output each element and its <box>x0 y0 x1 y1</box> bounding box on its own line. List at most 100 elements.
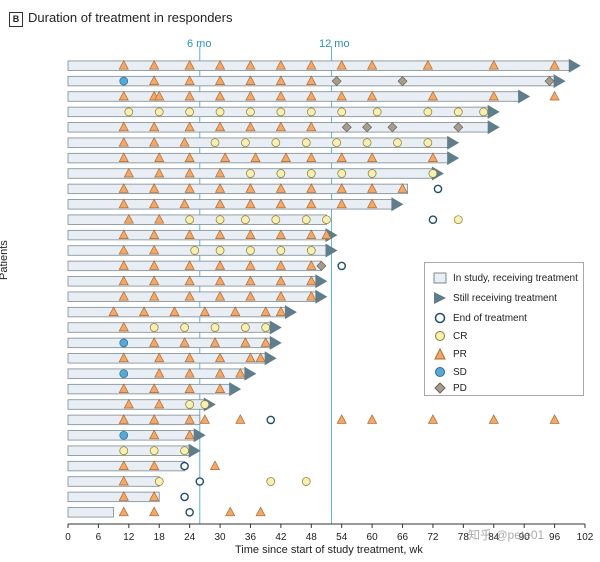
cr-marker <box>322 215 331 225</box>
cr-marker <box>154 477 164 486</box>
pr-marker <box>336 198 347 209</box>
pr-marker <box>245 352 256 363</box>
pr-marker <box>336 152 347 162</box>
pr-marker <box>280 152 292 162</box>
cr-marker <box>367 169 377 178</box>
pr-marker <box>118 244 129 255</box>
pr-marker <box>367 183 378 193</box>
pr-marker <box>367 59 378 70</box>
end-of-treatment-marker <box>337 261 347 271</box>
pr-marker <box>184 352 195 363</box>
end-of-treatment-marker <box>428 215 438 224</box>
pr-marker <box>118 321 129 332</box>
patient-bar-12 <box>67 229 327 241</box>
pr-marker <box>149 121 160 132</box>
ref-label-12mo: 12 mo <box>319 38 350 50</box>
x-tick-label: 102 <box>577 532 594 543</box>
pr-marker <box>245 198 256 209</box>
pr-marker <box>214 167 226 178</box>
pr-marker <box>149 414 160 424</box>
pr-marker <box>427 90 439 101</box>
pr-marker <box>306 275 317 286</box>
pr-marker <box>118 475 129 486</box>
pr-marker <box>488 414 499 424</box>
pr-marker <box>118 506 129 517</box>
pd-marker <box>397 76 408 87</box>
legend-pd-icon <box>434 382 446 394</box>
legend-bar-icon <box>433 272 447 284</box>
pr-marker <box>275 275 286 286</box>
patient-bar-30 <box>67 507 115 518</box>
panel-title: Duration of treatment in responders <box>28 10 233 25</box>
cr-marker <box>215 246 225 255</box>
pr-marker <box>306 183 317 193</box>
pr-marker <box>549 59 560 70</box>
watermark: 知乎 @pete01 <box>468 528 545 542</box>
pr-marker <box>149 75 160 85</box>
pr-marker <box>154 213 165 224</box>
pr-marker <box>154 167 165 178</box>
pr-marker <box>154 152 165 162</box>
pr-marker <box>149 429 160 440</box>
pr-marker <box>336 90 347 101</box>
legend-label-arrow: Still receiving treatment <box>453 292 557 304</box>
legend-cr-icon <box>435 331 445 341</box>
pr-marker <box>336 414 347 424</box>
cr-marker <box>215 107 225 117</box>
pr-marker <box>549 90 560 101</box>
legend-item-arrow: Still receiving treatment <box>433 291 557 305</box>
cr-marker <box>301 477 311 486</box>
end-of-treatment-marker <box>185 507 194 517</box>
pr-marker <box>245 59 256 70</box>
patient-bar-18 <box>67 322 272 333</box>
pr-marker <box>149 290 160 301</box>
end-of-treatment-marker <box>180 492 189 502</box>
pr-marker <box>397 183 408 193</box>
cr-marker <box>149 323 159 332</box>
x-tick-label: 84 <box>488 532 500 543</box>
pr-marker <box>108 306 119 316</box>
still-receiving-arrow <box>315 274 328 289</box>
cr-marker <box>185 107 194 117</box>
pr-marker <box>336 183 347 193</box>
cr-marker <box>271 215 281 225</box>
x-tick-label: 6 <box>96 532 102 543</box>
pr-marker <box>250 152 261 162</box>
pr-marker <box>549 414 560 424</box>
cr-marker <box>276 246 286 255</box>
pr-marker <box>123 167 134 178</box>
still-receiving-arrow <box>487 120 500 135</box>
pr-marker <box>179 198 190 209</box>
pr-marker <box>275 90 286 101</box>
cr-marker <box>210 323 220 332</box>
pr-marker <box>214 59 226 70</box>
pr-marker <box>149 198 160 209</box>
pr-marker <box>275 290 286 301</box>
patient-bar-11 <box>67 214 327 225</box>
legend-label-eot: End of treatment <box>453 312 527 324</box>
pr-marker <box>184 152 195 162</box>
pr-marker <box>118 460 129 470</box>
pr-marker <box>118 136 129 147</box>
pr-marker <box>184 429 195 440</box>
patient-bar-24 <box>67 414 201 426</box>
patient-bar-29 <box>67 491 160 503</box>
pr-marker <box>123 398 134 409</box>
cr-marker <box>332 138 341 148</box>
pr-marker <box>149 183 160 193</box>
pr-marker <box>214 290 226 301</box>
patient-bar-22 <box>67 383 231 395</box>
still-receiving-arrow <box>193 428 206 443</box>
pr-marker <box>255 352 266 363</box>
still-receiving-arrow <box>447 151 460 166</box>
pr-marker <box>118 414 129 424</box>
legend-item-cr: CR <box>433 329 467 343</box>
cr-marker <box>261 323 271 332</box>
cr-marker <box>271 138 281 148</box>
pr-marker <box>154 367 165 378</box>
pr-marker <box>427 414 439 424</box>
pr-marker <box>306 59 317 70</box>
pr-marker <box>306 260 317 270</box>
still-receiving-arrow <box>244 366 257 381</box>
pd-marker <box>453 122 464 133</box>
